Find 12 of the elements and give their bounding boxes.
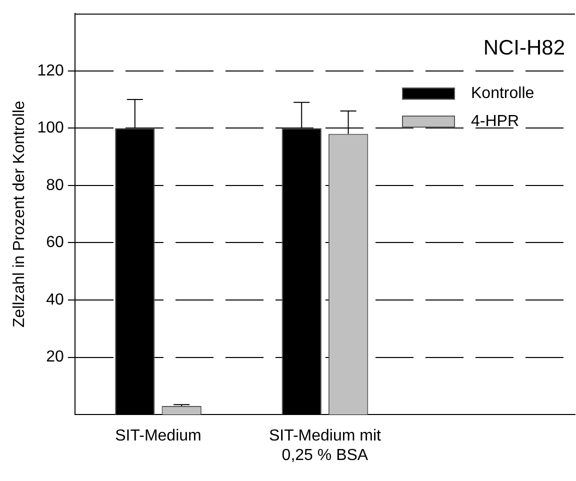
legend-label: 4-HPR <box>471 113 520 130</box>
y-tick-label: 80 <box>46 176 64 194</box>
x-tick-label: SIT-Medium <box>115 428 202 445</box>
text: NCI-H82 <box>483 36 565 60</box>
y-tick-label: 60 <box>46 234 64 252</box>
y-tick-label: 40 <box>46 291 64 308</box>
legend-label: Kontrolle <box>471 85 534 102</box>
x-tick-label: SIT-Medium mit 0,25 % BSA <box>268 428 382 464</box>
y-tick-label: 20 <box>46 348 64 366</box>
y-axis-title: Zellzahl in Prozent der Kontrolle <box>11 100 28 328</box>
y-tick-label: 100 <box>37 120 64 137</box>
y-tick-label: 120 <box>37 62 64 80</box>
